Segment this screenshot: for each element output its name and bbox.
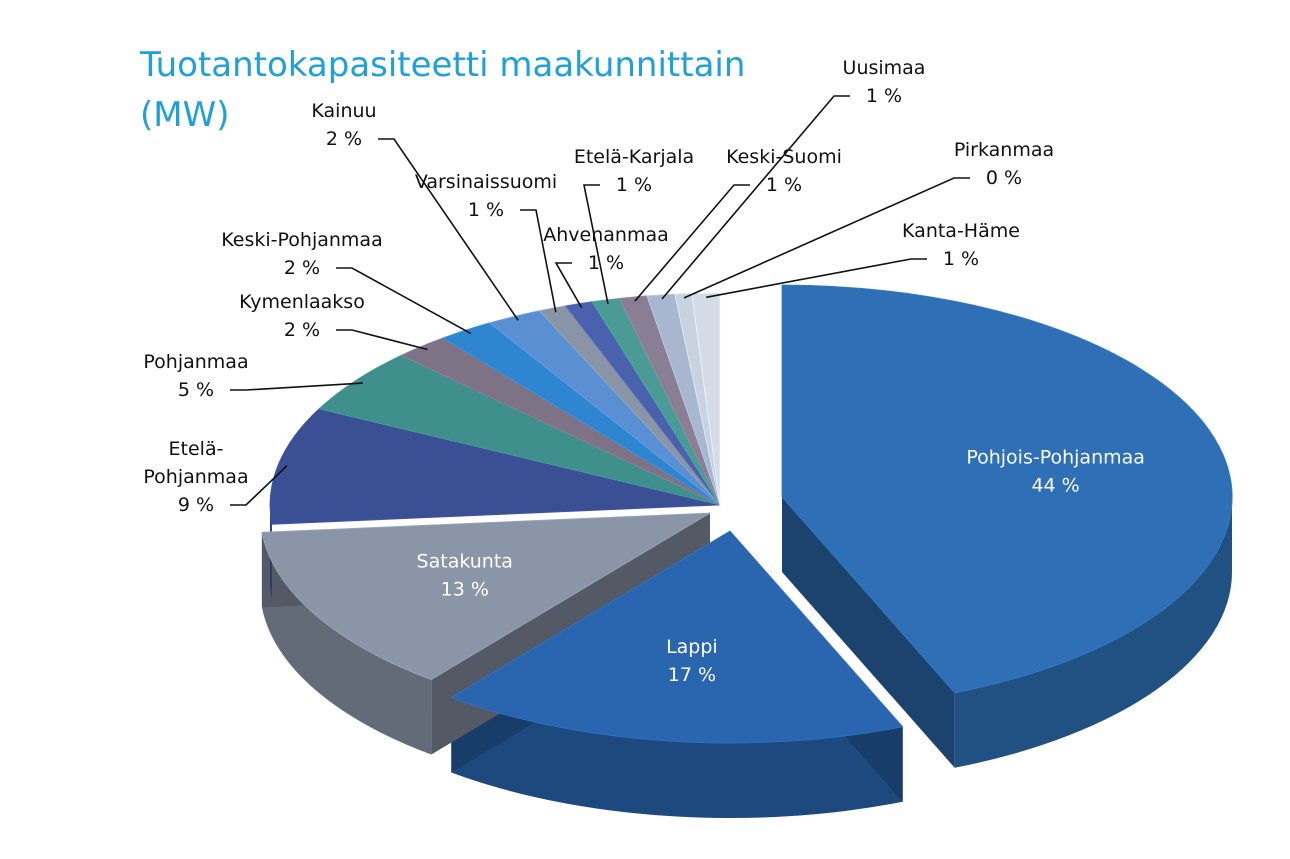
pie-slices: [261, 284, 1233, 744]
slice-label-keski-suomi-line: Keski-Suomi: [726, 146, 842, 168]
slice-label-kanta-h-me-line: Kanta-Häme: [902, 220, 1020, 242]
slice-label-kanta-h-me: Kanta-Häme 1 %: [902, 220, 1020, 270]
slice-label-etel-pohjanmaa: Etelä- Pohjanmaa 9 %: [143, 438, 248, 516]
slice-label-satakunta-line: 13 %: [441, 579, 489, 601]
leader-line-keski-suomi: [634, 184, 750, 302]
leader-line-pirkanmaa: [683, 177, 970, 299]
slice-label-ahvenanmaa-line: 1 %: [588, 252, 624, 274]
leader-line-kanta-h-me: [706, 258, 927, 299]
slice-label-varsinaissuomi: Varsinaissuomi 1 %: [415, 171, 557, 221]
slice-label-uusimaa-line: Uusimaa: [843, 57, 926, 79]
slice-label-keski-pohjanmaa-line: Keski-Pohjanmaa: [221, 229, 382, 251]
slice-label-uusimaa-line: 1 %: [866, 85, 902, 107]
slice-side-satakunta: [261, 532, 432, 755]
slice-label-etel-pohjanmaa-line: Etelä-: [169, 438, 224, 460]
leader-line-etel-karjala: [583, 184, 609, 305]
slice-label-pohjanmaa-line: Pohjanmaa: [143, 351, 248, 373]
slice-label-etel-karjala-line: 1 %: [616, 174, 652, 196]
chart-title: Tuotantokapasiteetti maakunnittain (MW): [139, 45, 756, 135]
slice-pohjois-pohjanmaa: [781, 284, 1233, 694]
slice-label-pohjois-pohjanmaa: Pohjois-Pohjanmaa 44 %: [966, 446, 1145, 496]
slice-label-pirkanmaa-line: Pirkanmaa: [954, 139, 1054, 161]
leader-line-ahvenanmaa: [554, 262, 583, 309]
slice-label-kainuu-line: 2 %: [326, 128, 362, 150]
slice-label-kymenlaakso-line: 2 %: [284, 319, 320, 341]
slice-label-lappi-line: 17 %: [668, 664, 716, 686]
slice-label-kainuu: Kainuu 2 %: [311, 100, 376, 150]
slice-label-keski-pohjanmaa: Keski-Pohjanmaa 2 %: [221, 229, 382, 279]
slice-labels: Pohjois-Pohjanmaa 44 % Lappi 17 % Satakunta 1…: [143, 57, 1145, 686]
slice-label-ahvenanmaa-line: Ahvenanmaa: [543, 224, 669, 246]
slice-label-pirkanmaa: Pirkanmaa 0 %: [954, 139, 1054, 189]
slice-satakunta: [261, 512, 711, 680]
slice-cut-face: [782, 497, 955, 768]
chart-title-line-1: Tuotantokapasiteetti maakunnittain: [139, 45, 745, 85]
slice-label-lappi-line: Lappi: [666, 636, 718, 658]
slice-side-pohjois-pohjanmaa: [954, 497, 1232, 768]
slice-label-keski-pohjanmaa-line: 2 %: [284, 257, 320, 279]
leader-line-pohjanmaa: [230, 382, 363, 391]
slice-label-pohjois-pohjanmaa-line: Pohjois-Pohjanmaa: [966, 446, 1145, 468]
chart-title-line-2: (MW): [140, 95, 229, 135]
slice-label-kymenlaakso: Kymenlaakso 2 %: [239, 291, 365, 341]
leader-line-uusimaa: [661, 95, 850, 300]
slice-label-ahvenanmaa: Ahvenanmaa 1 %: [543, 224, 669, 274]
slice-label-varsinaissuomi-line: Varsinaissuomi: [415, 171, 557, 193]
slice-label-uusimaa: Uusimaa 1 %: [843, 57, 926, 107]
slice-etel-pohjanmaa: [269, 408, 721, 525]
slice-label-satakunta-line: Satakunta: [417, 551, 513, 573]
leader-line-keski-pohjanmaa: [336, 267, 472, 335]
leader-line-etel-pohjanmaa: [230, 465, 288, 506]
slice-label-varsinaissuomi-line: 1 %: [468, 199, 504, 221]
leader-line-kymenlaakso: [336, 329, 428, 351]
slice-side-lappi: [451, 697, 903, 819]
slice-label-etel-karjala: Etelä-Karjala 1 %: [574, 146, 694, 196]
slice-label-kainuu-line: Kainuu: [311, 100, 376, 122]
slice-label-lappi: Lappi 17 %: [666, 636, 718, 686]
slice-label-satakunta: Satakunta 13 %: [417, 551, 513, 601]
slice-label-kymenlaakso-line: Kymenlaakso: [239, 291, 365, 313]
slice-label-kanta-h-me-line: 1 %: [943, 248, 979, 270]
slice-kanta-h-me: [691, 292, 721, 506]
slice-label-etel-pohjanmaa-line: 9 %: [178, 494, 214, 516]
slice-label-etel-pohjanmaa-line: Pohjanmaa: [143, 466, 248, 488]
slice-lappi: [450, 530, 904, 744]
label-leader-lines: [230, 95, 970, 506]
slice-label-pohjanmaa: Pohjanmaa 5 %: [143, 351, 248, 401]
slice-label-pohjois-pohjanmaa-line: 44 %: [1031, 474, 1079, 496]
slice-label-pirkanmaa-line: 0 %: [986, 167, 1022, 189]
slice-label-keski-suomi-line: 1 %: [766, 174, 802, 196]
slice-label-etel-karjala-line: Etelä-Karjala: [574, 146, 694, 168]
leader-line-kainuu: [378, 138, 519, 321]
leader-line-varsinaissuomi: [520, 209, 557, 313]
slice-label-pohjanmaa-line: 5 %: [178, 379, 214, 401]
slice-label-keski-suomi: Keski-Suomi 1 %: [726, 146, 842, 196]
